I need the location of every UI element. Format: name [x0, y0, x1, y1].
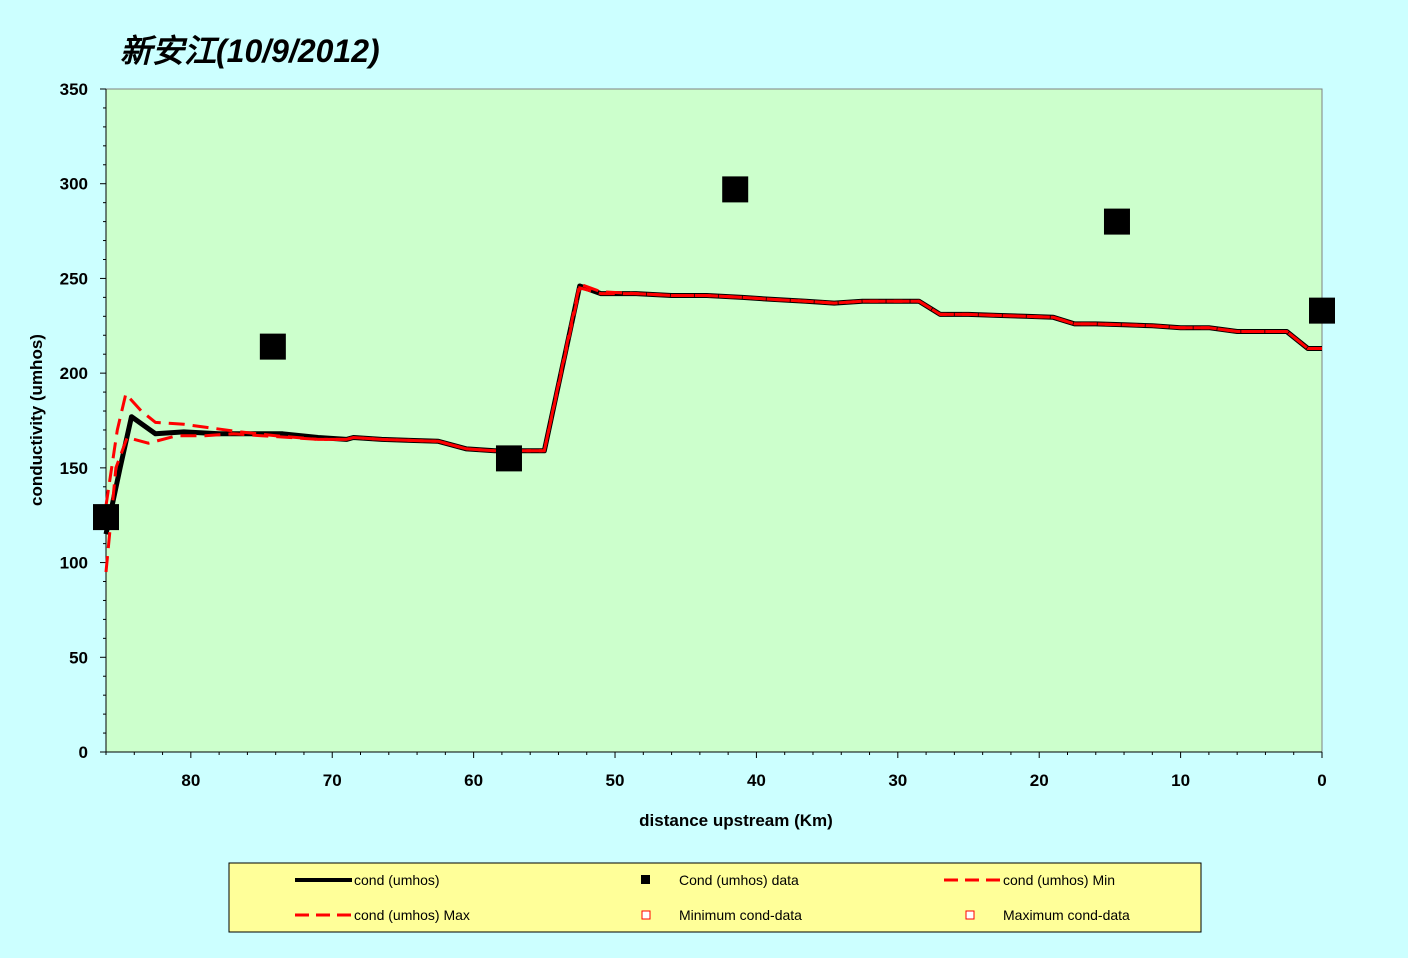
plot-area — [105, 88, 1323, 753]
y-tick-label: 100 — [60, 554, 88, 573]
legend-label-cond-max: cond (umhos) Max — [354, 907, 470, 923]
x-axis: 80 70 60 50 40 30 20 10 0 — [105, 751, 1327, 790]
y-tick-label: 300 — [60, 175, 88, 194]
y-tick-label: 250 — [60, 269, 88, 288]
legend-swatch-cond-data — [641, 875, 650, 884]
series-line-cond-max — [104, 282, 1322, 506]
x-tick-label: 0 — [1317, 771, 1326, 790]
y-tick-label: 200 — [60, 364, 88, 383]
x-tick-label: 30 — [888, 771, 907, 790]
data-point-cond — [93, 504, 119, 531]
x-tick-label: 70 — [323, 771, 342, 790]
legend-label-cond-data: Cond (umhos) data — [679, 872, 799, 888]
x-tick-label: 60 — [464, 771, 483, 790]
y-tick-label: 150 — [60, 459, 88, 478]
series-layer — [93, 176, 1335, 573]
legend-box — [228, 862, 1202, 933]
x-axis-label: distance upstream (Km) — [639, 811, 833, 830]
y-tick-label: 50 — [69, 648, 88, 667]
x-tick-label: 50 — [606, 771, 625, 790]
legend-swatch-min-cond-data — [641, 910, 651, 920]
legend-label-max-cond-data: Maximum cond-data — [1003, 907, 1130, 923]
data-point-cond — [722, 176, 749, 203]
x-tick-label: 20 — [1030, 771, 1049, 790]
legend-swatch-max-cond-data — [965, 910, 975, 920]
data-point-cond — [495, 445, 522, 472]
y-tick-label: 350 — [60, 80, 88, 99]
data-point-cond — [259, 333, 286, 360]
x-tick-label: 80 — [181, 771, 200, 790]
legend-label-cond-min: cond (umhos) Min — [1003, 872, 1115, 888]
chart-title: 新安江(10/9/2012) — [120, 33, 380, 69]
data-point-cond — [1103, 208, 1130, 235]
data-point-cond — [1309, 297, 1335, 324]
legend: cond (umhos) Cond (umhos) data cond (umh… — [228, 862, 1202, 933]
y-axis-label: conductivity (umhos) — [27, 334, 46, 506]
y-tick-label: 0 — [79, 743, 88, 762]
x-tick-label: 40 — [747, 771, 766, 790]
x-tick-label: 10 — [1171, 771, 1190, 790]
y-axis: 0 50 100 150 200 250 300 350 — [60, 80, 107, 762]
legend-label-min-cond-data: Minimum cond-data — [679, 907, 802, 923]
legend-label-cond: cond (umhos) — [354, 872, 440, 888]
